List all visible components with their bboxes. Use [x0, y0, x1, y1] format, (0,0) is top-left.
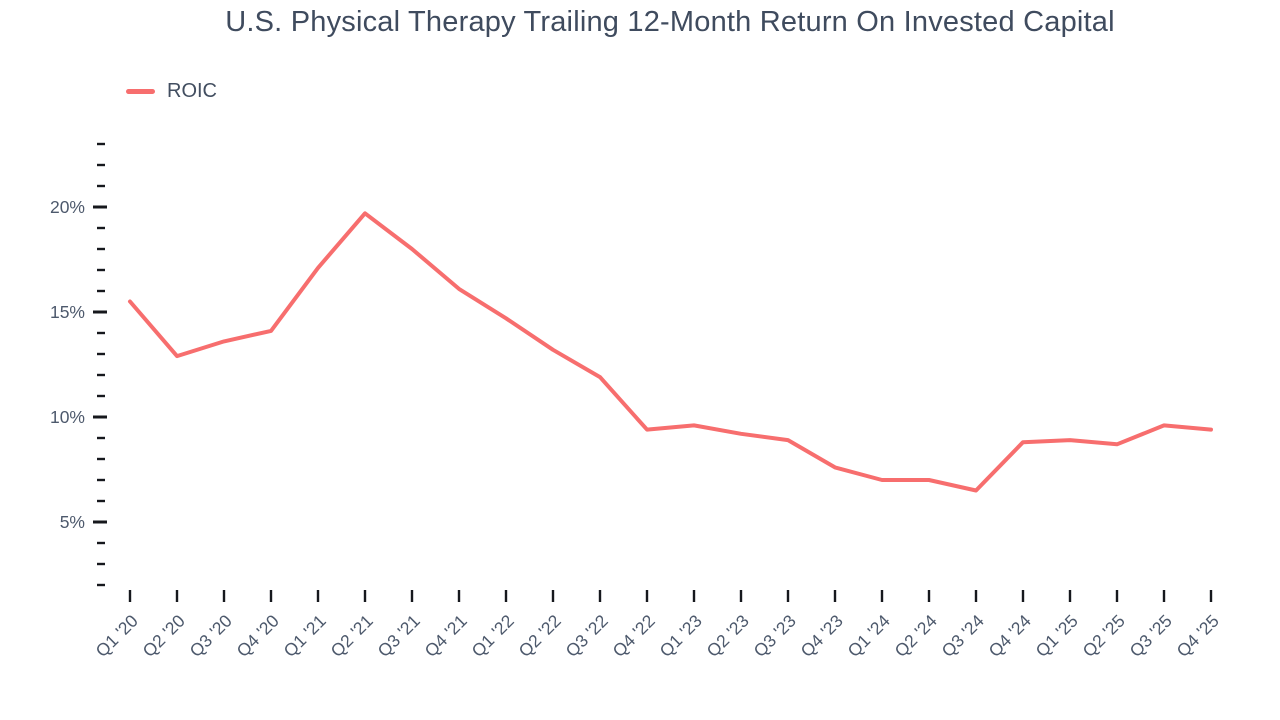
- svg-text:10%: 10%: [50, 407, 85, 427]
- svg-text:Q1 '20: Q1 '20: [92, 610, 142, 660]
- svg-text:Q4 '25: Q4 '25: [1173, 611, 1223, 661]
- svg-text:Q1 '23: Q1 '23: [656, 611, 706, 661]
- svg-text:Q1 '24: Q1 '24: [844, 610, 894, 660]
- svg-text:Q2 '23: Q2 '23: [703, 611, 753, 661]
- roic-legend-swatch-icon: [126, 89, 155, 94]
- svg-text:5%: 5%: [60, 512, 85, 532]
- svg-text:Q2 '25: Q2 '25: [1079, 611, 1129, 661]
- chart-title: U.S. Physical Therapy Trailing 12-Month …: [225, 6, 1115, 38]
- svg-text:Q4 '22: Q4 '22: [609, 611, 659, 661]
- svg-text:20%: 20%: [50, 197, 85, 217]
- svg-text:Q2 '24: Q2 '24: [891, 610, 941, 660]
- svg-text:Q4 '21: Q4 '21: [421, 611, 471, 661]
- svg-text:Q1 '25: Q1 '25: [1032, 611, 1082, 661]
- svg-text:Q2 '21: Q2 '21: [327, 611, 377, 661]
- svg-text:Q1 '22: Q1 '22: [468, 611, 518, 661]
- svg-text:Q4 '20: Q4 '20: [233, 610, 283, 660]
- svg-text:15%: 15%: [50, 302, 85, 322]
- svg-text:Q2 '22: Q2 '22: [515, 611, 565, 661]
- x-axis-ticks: [128, 590, 1213, 602]
- svg-text:Q4 '23: Q4 '23: [797, 611, 847, 661]
- svg-text:Q3 '25: Q3 '25: [1126, 611, 1176, 661]
- svg-text:Q1 '21: Q1 '21: [280, 611, 330, 661]
- roic-legend-label: ROIC: [167, 80, 217, 102]
- svg-text:Q4 '24: Q4 '24: [985, 610, 1035, 660]
- svg-text:Q3 '24: Q3 '24: [938, 610, 988, 660]
- y-axis-labels: 5% 10% 15% 20%: [50, 197, 85, 532]
- roic-line: [128, 211, 1213, 493]
- svg-text:Q3 '22: Q3 '22: [562, 611, 612, 661]
- y-axis-ticks: [93, 142, 107, 587]
- svg-text:Q3 '20: Q3 '20: [186, 610, 236, 660]
- svg-text:Q2 '20: Q2 '20: [139, 610, 189, 660]
- svg-text:Q3 '21: Q3 '21: [374, 611, 424, 661]
- legend: ROIC: [126, 80, 217, 103]
- svg-text:Q3 '23: Q3 '23: [750, 611, 800, 661]
